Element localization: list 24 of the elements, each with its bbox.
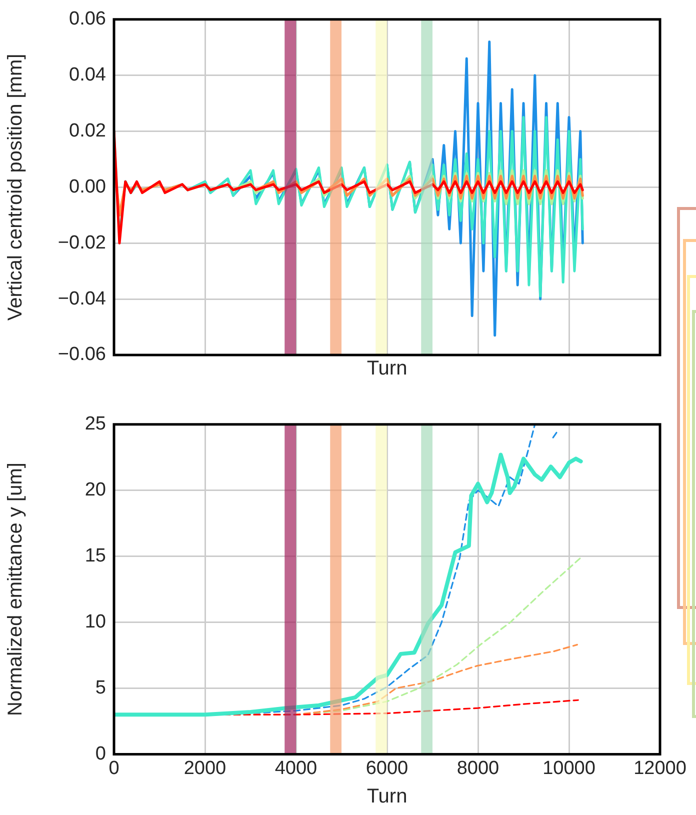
x-tick-label: 10000 <box>542 758 596 779</box>
y-tick-label: −0.04 <box>58 288 106 310</box>
x-tick-label: 2000 <box>184 758 226 779</box>
x-axis-title: Turn <box>366 786 408 808</box>
y-tick-label: 0.00 <box>69 176 106 198</box>
y-tick-label: 0.04 <box>69 64 106 86</box>
y-tick-label: 0 <box>95 743 106 764</box>
x-tick-label: 4000 <box>274 758 318 779</box>
x-axis-title: Turn <box>366 358 408 380</box>
x-tick-label: 8000 <box>456 758 500 779</box>
y-tick-label: 0.06 <box>69 8 106 30</box>
x-tick-label: 0 <box>108 758 120 779</box>
x-tick-label: 12000 <box>634 758 686 779</box>
y-axis-title: Vertical centroid position [mm] <box>4 54 27 321</box>
y-axis-title: Normalized emittance y [um] <box>4 462 27 716</box>
x-tick-label: 6000 <box>366 758 408 779</box>
y-tick-label: 25 <box>84 414 106 435</box>
y-tick-label: 10 <box>84 612 106 633</box>
y-tick-label: 15 <box>84 546 106 567</box>
y-tick-label: 20 <box>84 480 106 501</box>
y-tick-label: 5 <box>95 677 106 698</box>
y-tick-label: −0.02 <box>58 232 106 254</box>
y-tick-label: 0.02 <box>69 120 106 142</box>
y-tick-label: −0.06 <box>58 344 106 366</box>
